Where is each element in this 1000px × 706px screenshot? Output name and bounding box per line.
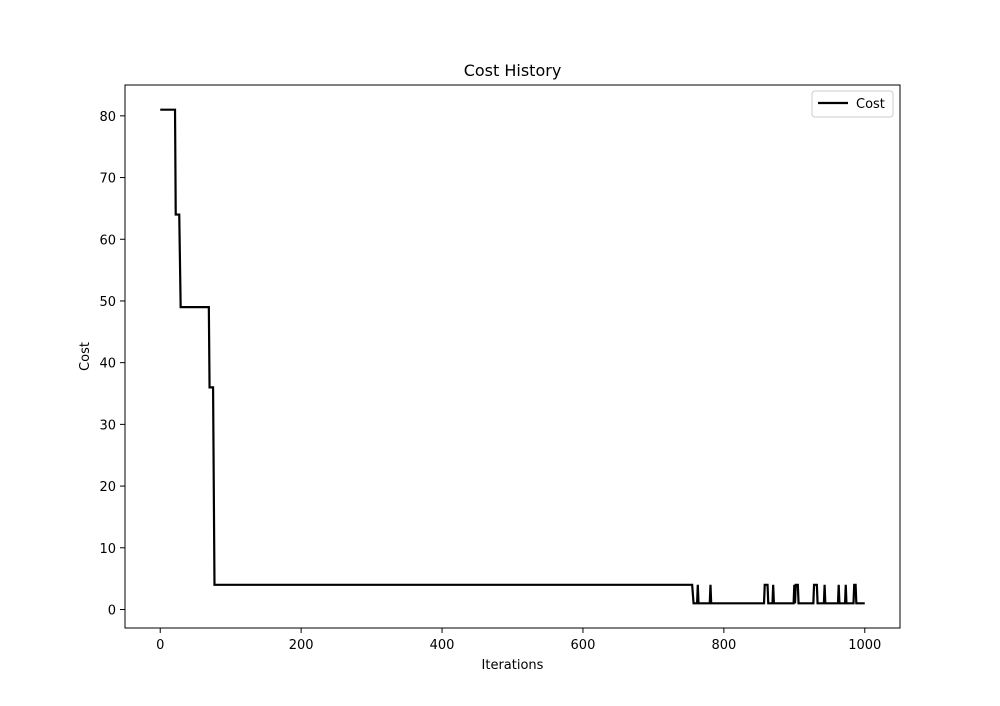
legend-box [811, 90, 894, 118]
y-tick-label: 60 [99, 233, 116, 248]
x-axis: 0 200 400 600 800 1000 [156, 628, 881, 653]
y-tick-label: 20 [99, 480, 116, 495]
x-tick-label: 400 [430, 638, 455, 653]
x-tick-label: 1000 [848, 638, 881, 653]
plot-area [124, 84, 901, 629]
y-tick-label: 30 [99, 418, 116, 433]
y-tick-label: 40 [99, 357, 116, 372]
x-tick-label: 800 [711, 638, 736, 653]
y-tick-label: 80 [99, 110, 116, 125]
y-tick-label: 0 [108, 603, 116, 618]
legend: Cost [811, 90, 894, 118]
y-tick-label: 50 [99, 295, 116, 310]
x-tick-label: 0 [156, 638, 164, 653]
x-axis-title: Iterations [482, 658, 544, 673]
x-tick-label: 600 [571, 638, 596, 653]
chart-title: Cost History [464, 61, 562, 80]
y-axis: 0 10 20 30 40 50 60 70 80 [99, 110, 125, 618]
y-axis-title: Cost [78, 342, 93, 371]
y-tick-label: 70 [99, 172, 116, 187]
cost-series-line [160, 108, 865, 605]
legend-label-cost: Cost [856, 97, 885, 112]
x-tick-label: 200 [289, 638, 314, 653]
y-tick-label: 10 [99, 542, 116, 557]
